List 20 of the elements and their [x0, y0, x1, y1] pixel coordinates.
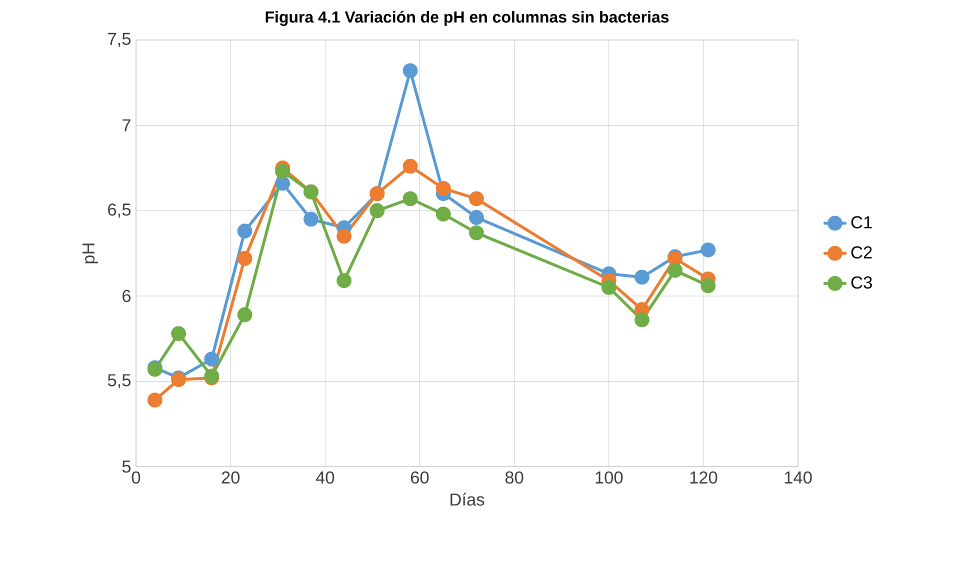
x-tick-label: 40 — [316, 471, 334, 484]
y-tick-label: 5 — [122, 460, 131, 473]
y-tick-label: 7 — [122, 119, 130, 132]
x-tick-label: 140 — [784, 471, 812, 484]
y-tick-label: 7,5 — [108, 32, 131, 48]
legend-label: C3 — [851, 276, 872, 289]
y-axis-title: pH — [82, 244, 98, 264]
y-tick-label: 6,5 — [108, 203, 131, 218]
x-axis-title: Días — [450, 492, 484, 506]
legend-label: C2 — [851, 246, 872, 259]
legend-label: C1 — [851, 216, 872, 228]
x-tick-label: 0 — [132, 471, 140, 484]
chart-title: Figura 4.1 Variación de pH en columnas sin bacterias — [266, 10, 669, 26]
x-tick-label: 100 — [596, 471, 623, 484]
x-tick-label: 120 — [690, 471, 718, 484]
y-tick-label: 6 — [122, 290, 131, 302]
y-tick-label: 5,5 — [108, 374, 131, 388]
x-tick-label: 20 — [222, 471, 240, 484]
x-tick-label: 60 — [410, 471, 429, 484]
x-tick-label: 80 — [505, 471, 524, 484]
